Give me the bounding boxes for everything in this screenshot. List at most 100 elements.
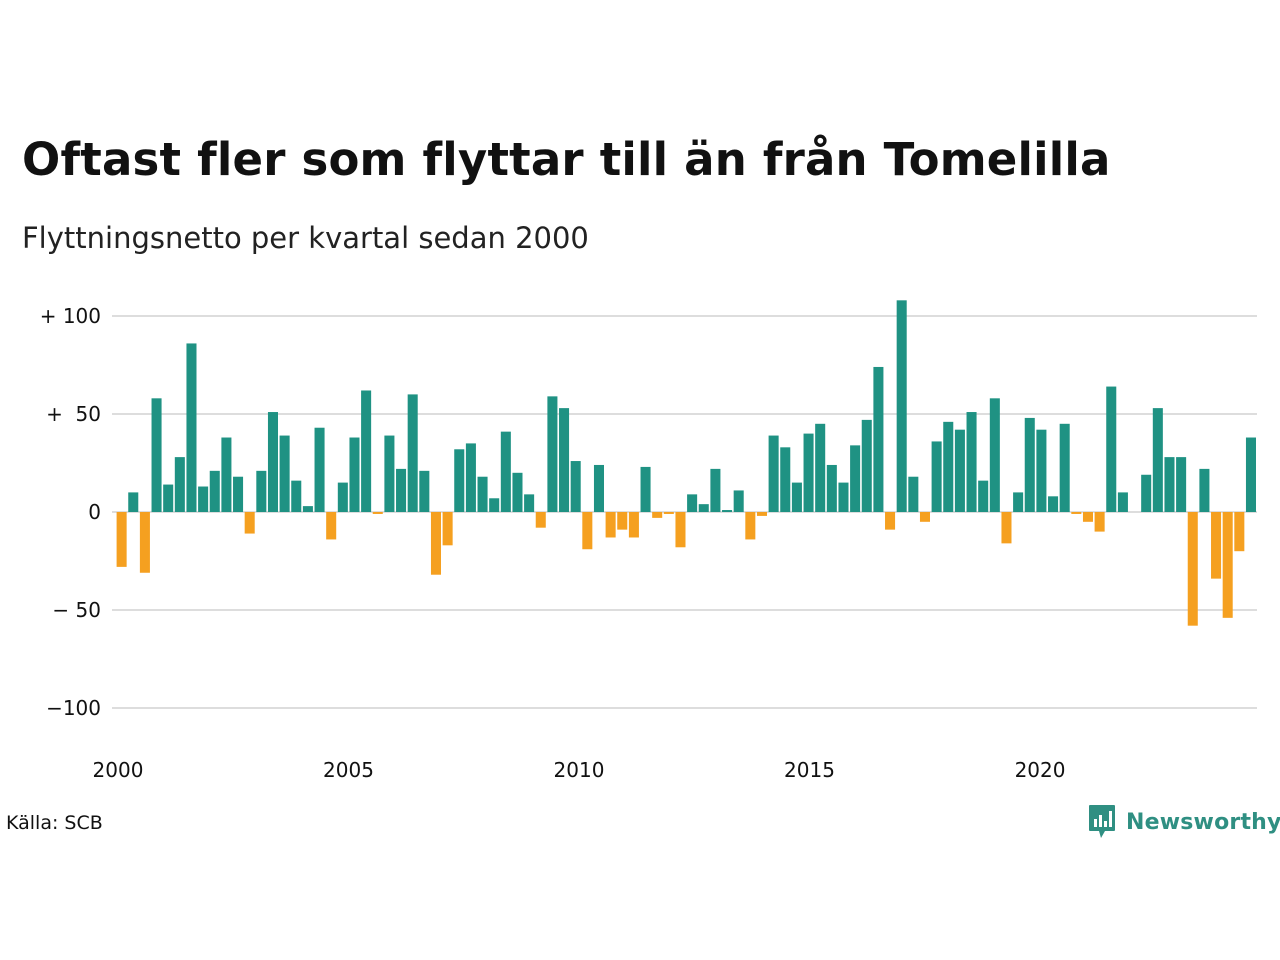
bar-2000-k4 xyxy=(151,398,162,512)
newsworthy-logo: Newsworthy xyxy=(1088,804,1280,840)
bar-2020-k1 xyxy=(1048,496,1059,512)
y-tick-label: 0 xyxy=(88,500,101,524)
bar-2013-k1 xyxy=(722,510,733,512)
bar-2023-k3 xyxy=(1211,512,1222,579)
bar-2015-k3 xyxy=(838,482,849,512)
bar-2001-k4 xyxy=(198,486,209,512)
bar-2003-k1 xyxy=(256,470,267,512)
bar-2002-k1 xyxy=(209,470,220,512)
bar-2009-k3 xyxy=(559,408,570,512)
chart-title: Oftast fler som flyttar till än från Tom… xyxy=(22,133,1111,186)
bar-2011-k1 xyxy=(628,512,639,538)
x-tick-label: 2010 xyxy=(554,758,605,782)
bar-2018-k3 xyxy=(978,480,989,512)
bar-2018-k1 xyxy=(954,429,965,512)
bar-2015-k4 xyxy=(850,445,861,512)
bar-2015-k1 xyxy=(815,423,826,512)
bar-2003-k3 xyxy=(279,435,290,512)
source-note: Källa: SCB xyxy=(6,812,103,834)
x-tick-label: 2000 xyxy=(93,758,144,782)
bar-2012-k3 xyxy=(698,504,709,512)
bar-2010-k1 xyxy=(582,512,593,550)
bar-2008-k2 xyxy=(500,431,511,512)
bar-2012-k2 xyxy=(687,494,698,512)
bar-2020-k2 xyxy=(1059,423,1070,512)
bar-2010-k4 xyxy=(617,512,628,530)
bar-2009-k4 xyxy=(570,461,581,512)
bar-2010-k2 xyxy=(593,464,604,512)
bar-2006-k4 xyxy=(430,512,441,575)
bar-2023-k1 xyxy=(1187,512,1198,626)
bar-2022-k4 xyxy=(1176,457,1187,512)
bar-2003-k2 xyxy=(267,412,278,512)
bar-2008-k3 xyxy=(512,472,523,512)
bar-2017-k2 xyxy=(919,512,930,522)
bar-2008-k1 xyxy=(489,498,500,512)
bar-2007-k1 xyxy=(442,512,453,546)
bar-2005-k2 xyxy=(361,390,372,512)
bar-2017-k3 xyxy=(931,441,942,512)
bar-2006-k3 xyxy=(419,470,430,512)
bar-2014-k4 xyxy=(803,433,814,512)
bar-2004-k1 xyxy=(302,506,313,512)
bar-2012-k1 xyxy=(675,512,686,548)
bar-2001-k3 xyxy=(186,343,197,512)
bar-chart-speech-bubble-icon xyxy=(1089,805,1115,838)
brand-name: Newsworthy xyxy=(1126,809,1280,835)
bar-2007-k3 xyxy=(465,443,476,512)
bar-2007-k4 xyxy=(477,476,488,512)
bar-2019-k1 xyxy=(1001,512,1012,544)
bar-2002-k2 xyxy=(221,437,232,512)
x-tick-label: 2015 xyxy=(784,758,835,782)
bar-2017-k1 xyxy=(908,476,919,512)
bar-2004-k3 xyxy=(326,512,337,540)
bar-2016-k1 xyxy=(861,419,872,512)
bar-2011-k4 xyxy=(663,512,674,514)
y-tick-label: −100 xyxy=(46,696,101,720)
bar-2021-k3 xyxy=(1117,492,1128,512)
bar-2006-k1 xyxy=(396,468,407,512)
bar-2011-k3 xyxy=(652,512,663,518)
bar-2000-k2 xyxy=(128,492,139,512)
bar-2019-k4 xyxy=(1036,429,1047,512)
x-tick-label: 2005 xyxy=(323,758,374,782)
bar-2018-k2 xyxy=(966,412,977,512)
bar-2013-k3 xyxy=(745,512,756,540)
bar-2014-k1 xyxy=(768,435,779,512)
y-tick-label: − 50 xyxy=(52,598,101,622)
bar-2012-k4 xyxy=(710,468,721,512)
bar-2022-k1 xyxy=(1141,474,1152,512)
bar-2014-k3 xyxy=(791,482,802,512)
bar-2015-k2 xyxy=(826,464,837,512)
bar-2011-k2 xyxy=(640,466,651,512)
chart-subtitle: Flyttningsnetto per kvartal sedan 2000 xyxy=(22,221,589,255)
bar-2016-k3 xyxy=(885,512,896,530)
bar-2006-k2 xyxy=(407,394,418,512)
bar-2024-k1 xyxy=(1234,512,1245,552)
x-tick-label: 2020 xyxy=(1015,758,1066,782)
bar-2007-k2 xyxy=(454,449,465,512)
bar-2021-k1 xyxy=(1094,512,1105,532)
bar-2023-k4 xyxy=(1222,512,1233,618)
bar-2000-k1 xyxy=(116,512,127,567)
bar-2002-k3 xyxy=(233,476,244,512)
bar-2014-k2 xyxy=(780,447,791,512)
bar-2016-k2 xyxy=(873,366,884,512)
bar-2001-k2 xyxy=(174,457,185,512)
bar-2008-k4 xyxy=(524,494,535,512)
bar-2019-k2 xyxy=(1013,492,1024,512)
bar-2022-k2 xyxy=(1152,408,1163,512)
x-axis-ticks: 2000 2005 2010 2015 2020 xyxy=(93,758,1066,782)
bar-2004-k4 xyxy=(337,482,348,512)
bar-2013-k4 xyxy=(756,512,767,516)
bar-2016-k4 xyxy=(896,300,907,512)
bar-2023-k2 xyxy=(1199,468,1210,512)
y-tick-label: + 50 xyxy=(46,402,101,426)
bar-2022-k3 xyxy=(1164,457,1175,512)
bar-2018-k4 xyxy=(989,398,1000,512)
bar-2009-k2 xyxy=(547,396,558,512)
bar-2017-k4 xyxy=(943,421,954,512)
bar-2013-k2 xyxy=(733,490,744,512)
bar-2001-k1 xyxy=(163,484,174,512)
